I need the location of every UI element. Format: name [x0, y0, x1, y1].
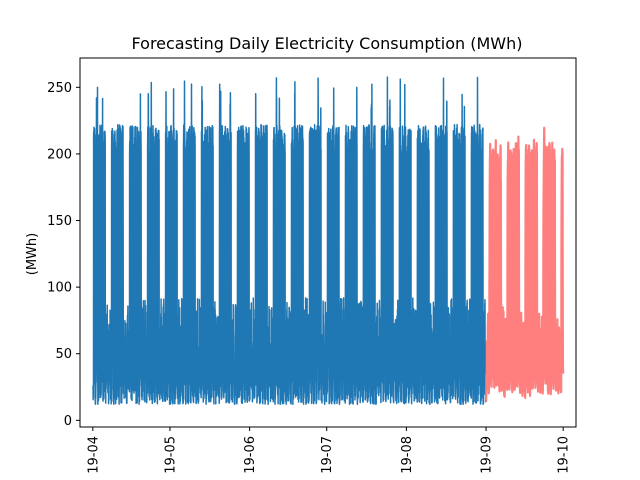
- x-tick-label: 19-05: [163, 436, 178, 474]
- x-tick-label: 19-07: [320, 436, 335, 474]
- y-tick-label: 250: [47, 81, 72, 96]
- series-line-1: [485, 126, 565, 402]
- x-tick-label: 19-08: [400, 436, 415, 474]
- y-tick-label: 50: [55, 347, 72, 362]
- series-line-0: [92, 76, 487, 406]
- y-tick-label: 150: [47, 214, 72, 229]
- x-tick-label: 19-10: [557, 436, 572, 474]
- x-tick-label: 19-06: [243, 436, 258, 474]
- axis-layer: 0 50 100 150 200 250 19-04 19-05 19-06 19-07 19-08…: [47, 81, 571, 474]
- x-tick-label: 19-04: [86, 436, 101, 474]
- series-layer: [92, 76, 565, 406]
- y-axis-label: (MWh): [25, 233, 40, 275]
- x-tick-label: 19-09: [480, 436, 495, 474]
- y-tick-label: 0: [64, 414, 72, 429]
- chart-title: Forecasting Daily Electricity Consumptio…: [132, 34, 523, 53]
- plot-frame: [79, 57, 577, 428]
- y-tick-label: 100: [47, 281, 72, 296]
- y-tick-label: 200: [47, 147, 72, 162]
